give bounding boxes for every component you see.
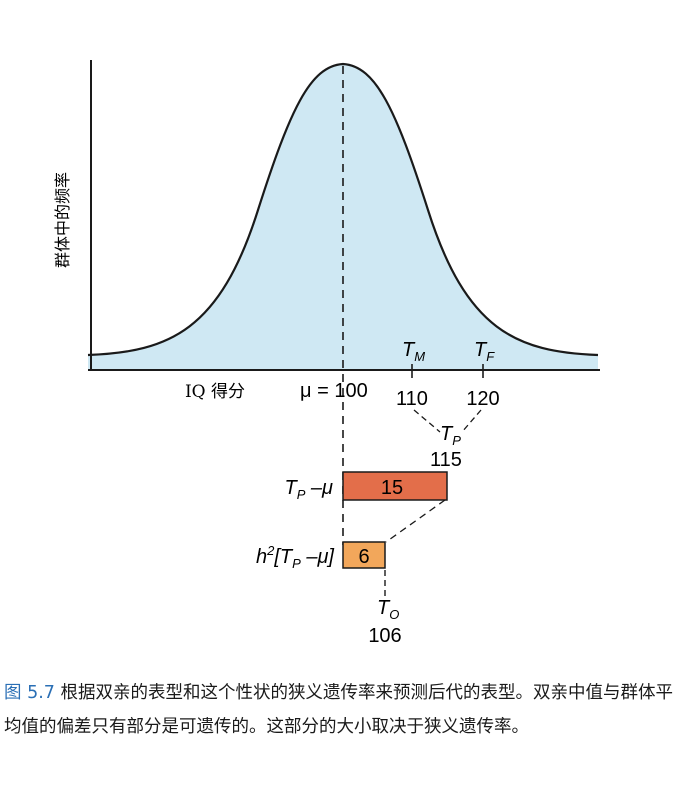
tf-value: 120 <box>466 388 499 410</box>
response-bar <box>342 541 386 569</box>
to-label: TO <box>377 597 399 622</box>
tf-label: TF <box>474 339 495 364</box>
tm-label: TM <box>402 339 425 364</box>
x-axis-label: IQ 得分 <box>185 382 245 402</box>
figure-caption: 图 5.7 根据双亲的表型和这个性状的狭义遗传率来预测后代的表型。双亲中值与群体… <box>4 676 676 744</box>
distribution-area <box>88 64 598 370</box>
bar-connector-line <box>385 499 446 543</box>
selection-differential-label: TP –μ <box>284 477 333 502</box>
selection-differential-value: 15 <box>381 477 403 499</box>
y-axis-label: 群体中的频率 <box>53 172 72 268</box>
caption-text: 根据双亲的表型和这个性状的狭义遗传率来预测后代的表型。双亲中值与群体平均值的偏差… <box>4 683 673 737</box>
mu-label: μ = 100 <box>300 380 368 402</box>
tm-to-tp-line <box>413 409 441 433</box>
tf-to-tp-line <box>461 409 482 433</box>
to-value: 106 <box>368 625 401 647</box>
figure-number: 图 5.7 <box>4 683 55 703</box>
distribution-curve <box>87 62 599 357</box>
heritability-diagram: 群体中的频率 IQ 得分 TM TF μ = 100 110 120 TP 11… <box>53 60 600 647</box>
tm-value: 110 <box>396 388 428 410</box>
tp-value: 115 <box>430 449 462 471</box>
selection-differential-bar <box>342 471 448 501</box>
response-value: 6 <box>358 546 369 568</box>
tp-label: TP <box>440 423 461 448</box>
response-label: h2[TP –μ] <box>256 543 334 571</box>
